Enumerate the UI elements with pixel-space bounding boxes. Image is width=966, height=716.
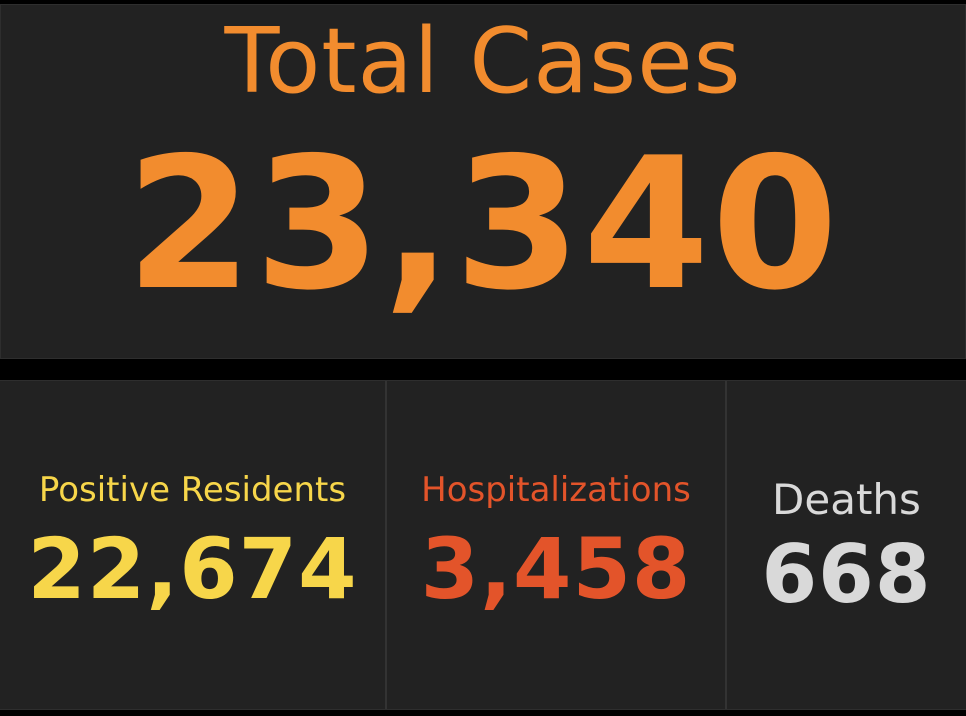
positive-residents-label: Positive Residents xyxy=(38,470,347,510)
total-cases-panel: Total Cases 23,340 xyxy=(0,4,966,359)
hospitalizations-value: 3,458 xyxy=(420,520,692,618)
positive-residents-value: 22,674 xyxy=(27,520,358,618)
total-cases-title: Total Cases xyxy=(224,9,742,114)
positive-residents-card: Positive Residents 22,674 xyxy=(0,381,387,709)
deaths-value: 668 xyxy=(761,528,932,621)
stats-row: Positive Residents 22,674 Hospitalizatio… xyxy=(0,380,966,710)
deaths-card: Deaths 668 xyxy=(727,381,966,709)
deaths-label: Deaths xyxy=(772,475,921,524)
total-cases-value: 23,340 xyxy=(125,118,841,330)
hospitalizations-label: Hospitalizations xyxy=(421,470,691,510)
hospitalizations-card: Hospitalizations 3,458 xyxy=(387,381,727,709)
